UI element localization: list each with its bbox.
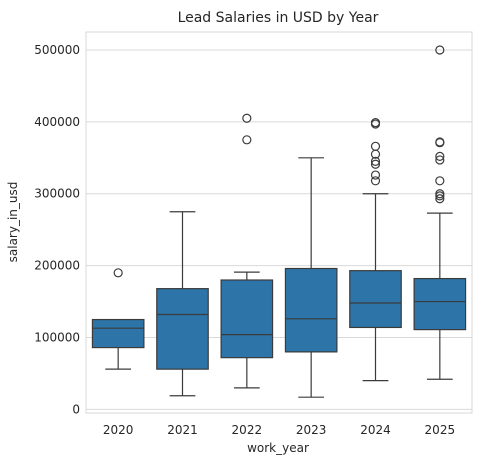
y-tick-label: 500000 xyxy=(34,43,80,57)
box-iqr xyxy=(349,270,402,329)
outlier-point xyxy=(370,176,381,186)
outlier-point xyxy=(113,268,123,278)
outlier-point xyxy=(435,155,445,165)
box-group-2022 xyxy=(220,113,274,389)
outlier-point xyxy=(435,189,445,199)
x-axis-title: work_year xyxy=(247,441,309,455)
box-group-2020 xyxy=(91,268,145,370)
box-iqr xyxy=(220,279,274,359)
outlier-point xyxy=(435,151,445,161)
outlier-point xyxy=(370,141,381,151)
box-iqr xyxy=(156,288,209,370)
y-tick-label: 200000 xyxy=(34,259,80,273)
outlier-point xyxy=(242,113,252,123)
outlier-point xyxy=(370,117,381,128)
y-tick-label: 0 xyxy=(72,402,80,416)
outlier-point xyxy=(435,194,445,204)
y-tick-label: 400000 xyxy=(34,115,80,129)
x-tick-label: 2020 xyxy=(103,423,134,437)
x-tick-labels: 2020 2021 2022 2023 2024 2025 xyxy=(103,423,455,437)
outlier-point xyxy=(370,159,381,169)
outlier-point xyxy=(370,170,381,180)
outlier-point xyxy=(435,45,445,55)
y-axis-title: salary_in_usd xyxy=(6,182,20,263)
box-group-2021 xyxy=(156,211,209,397)
outlier-point xyxy=(435,176,445,186)
box-group-2023 xyxy=(284,157,338,398)
grid-lines xyxy=(86,49,472,410)
x-tick-label: 2022 xyxy=(232,423,263,437)
outlier-point xyxy=(435,137,445,147)
x-tick-label: 2023 xyxy=(296,423,327,437)
plot-frame xyxy=(85,31,473,414)
outlier-point xyxy=(370,156,381,166)
chart-title: Lead Salaries in USD by Year xyxy=(178,10,379,26)
box-iqr xyxy=(284,267,338,353)
y-tick-label: 100000 xyxy=(34,331,80,345)
y-tick-label: 300000 xyxy=(34,187,80,201)
outlier-point xyxy=(242,135,252,145)
box-iqr xyxy=(91,318,145,349)
x-tick-label: 2024 xyxy=(360,423,391,437)
box-group-2025 xyxy=(413,45,467,380)
y-tick-labels: 0 100000 200000 300000 400000 500000 xyxy=(34,43,80,416)
box-group-2024 xyxy=(349,117,402,382)
boxes xyxy=(91,45,467,398)
x-tick-label: 2021 xyxy=(167,423,198,437)
box-iqr xyxy=(413,277,467,331)
x-tick-label: 2025 xyxy=(425,423,456,437)
